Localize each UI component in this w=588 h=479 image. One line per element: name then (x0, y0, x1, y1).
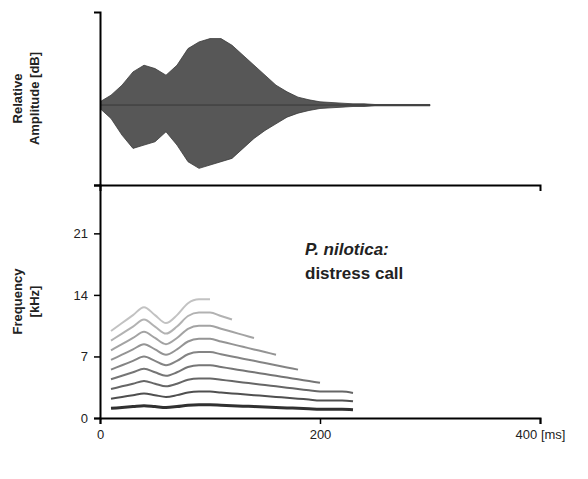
panel: RelativeAmplitude [dB] (10, 13, 541, 192)
y-axis-line (94, 13, 101, 186)
figure: RelativeAmplitude [dB] 0 200 400 [ms] 0 7 14 21… (0, 0, 588, 479)
x-tick: 0 (97, 418, 104, 442)
harmonic-line (111, 405, 353, 410)
x-axis: 0 200 400 [ms] (97, 418, 566, 442)
x-axis-line (101, 186, 541, 192)
annotation: P. nilotica: (305, 240, 389, 259)
x-tick: 200 (310, 418, 332, 442)
x-tick-mark (320, 418, 322, 424)
x-tick-mark (540, 418, 542, 424)
y-tick-mark (94, 418, 100, 420)
waveform-envelope (100, 105, 430, 168)
harmonic-line (111, 392, 353, 402)
y-tick-label: 14 (74, 288, 88, 303)
y-axis-line (94, 186, 101, 419)
y-tick-label: 7 (81, 349, 88, 364)
harmonic-line (111, 339, 276, 360)
annotation: distress call (305, 264, 403, 283)
x-axis-line (101, 419, 541, 425)
x-tick-label: 400 [ms] (516, 427, 566, 442)
y-tick: 14 (74, 288, 100, 303)
y-axis (94, 13, 101, 186)
y-tick: 21 (74, 226, 100, 241)
harmonic-line (111, 378, 353, 393)
y-tick: 0 (81, 411, 100, 426)
y-axis-title: RelativeAmplitude [dB] (10, 52, 42, 145)
harmonic-line (111, 352, 298, 370)
x-axis (101, 186, 541, 192)
harmonic-line (111, 299, 210, 331)
y-axis-title: Frequency[kHz] (10, 268, 42, 335)
y-tick: 7 (81, 349, 100, 364)
panel: 0 200 400 [ms] 0 7 14 21 Frequency[kHz] P. nilot… (10, 186, 565, 443)
harmonic-line (111, 326, 254, 351)
x-tick-label: 0 (97, 427, 104, 442)
y-tick-mark (94, 295, 100, 297)
y-tick-mark (94, 356, 100, 358)
x-tick: 400 [ms] (516, 418, 566, 442)
marks (111, 299, 353, 409)
waveform-envelope (100, 39, 430, 106)
x-tick-label: 200 (310, 427, 332, 442)
y-tick-mark (94, 233, 100, 235)
marks (100, 39, 430, 169)
y-axis: 0 7 14 21 (74, 186, 101, 426)
y-tick-label: 21 (74, 226, 88, 241)
y-tick-label: 0 (81, 411, 88, 426)
